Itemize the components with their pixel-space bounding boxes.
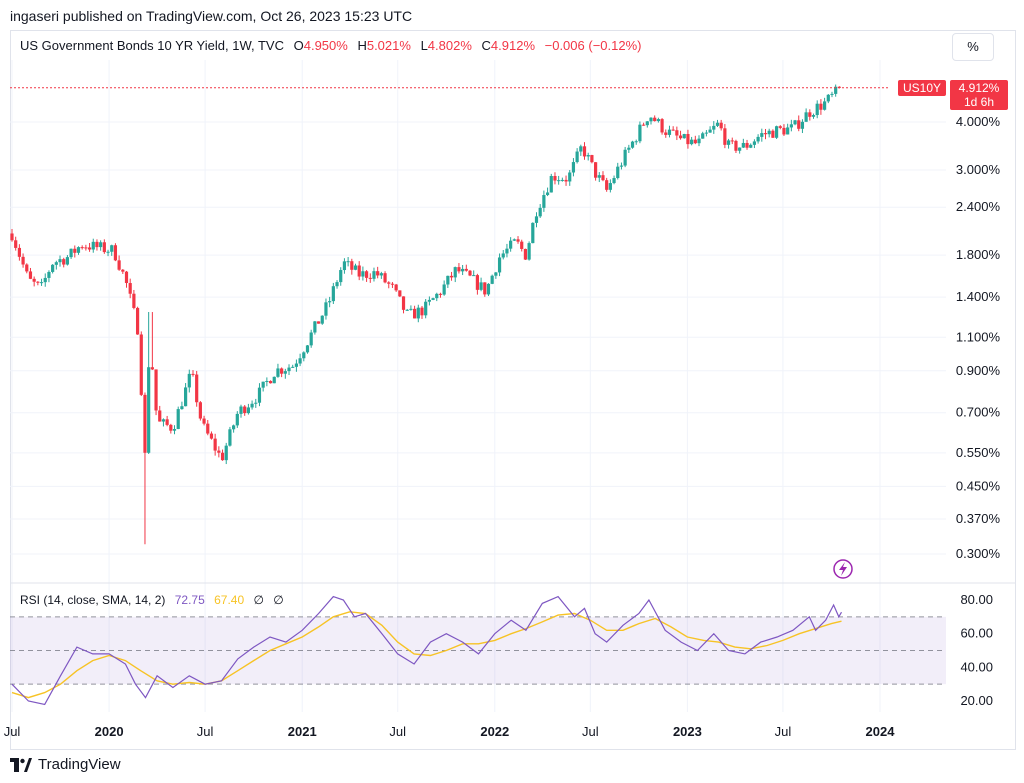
high-value: 5.021% [366,38,411,53]
close-label: C [481,38,491,53]
rsi-legend: RSI (14, close, SMA, 14, 2) 72.75 67.40 … [20,593,284,607]
change-value: −0.006 (−0.12%) [544,38,642,53]
rsi-value: 72.75 [174,593,205,607]
rsi-title[interactable]: RSI (14, close, SMA, 14, 2) [20,593,166,607]
low-label: L [420,38,428,53]
rsi-extra-1: ∅ [253,593,264,607]
tradingview-logo-icon [10,758,32,773]
low-value: 4.802% [427,38,472,53]
rsi-extra-2: ∅ [273,593,284,607]
close-value: 4.912% [490,38,535,53]
open-label: O [293,38,304,53]
symbol-legend: US Government Bonds 10 YR Yield, 1W, TVC… [20,38,641,53]
chart-panel [10,30,1016,750]
symbol-title[interactable]: US Government Bonds 10 YR Yield, 1W, TVC [20,38,284,53]
open-value: 4.950% [303,38,348,53]
publisher-caption: ingaseri published on TradingView.com, O… [10,8,413,24]
percent-scale-button[interactable]: % [952,33,994,61]
high-label: H [357,38,367,53]
brand-name: TradingView [38,756,121,773]
footer: TradingView [10,756,121,773]
rsi-sma-value: 67.40 [214,593,245,607]
